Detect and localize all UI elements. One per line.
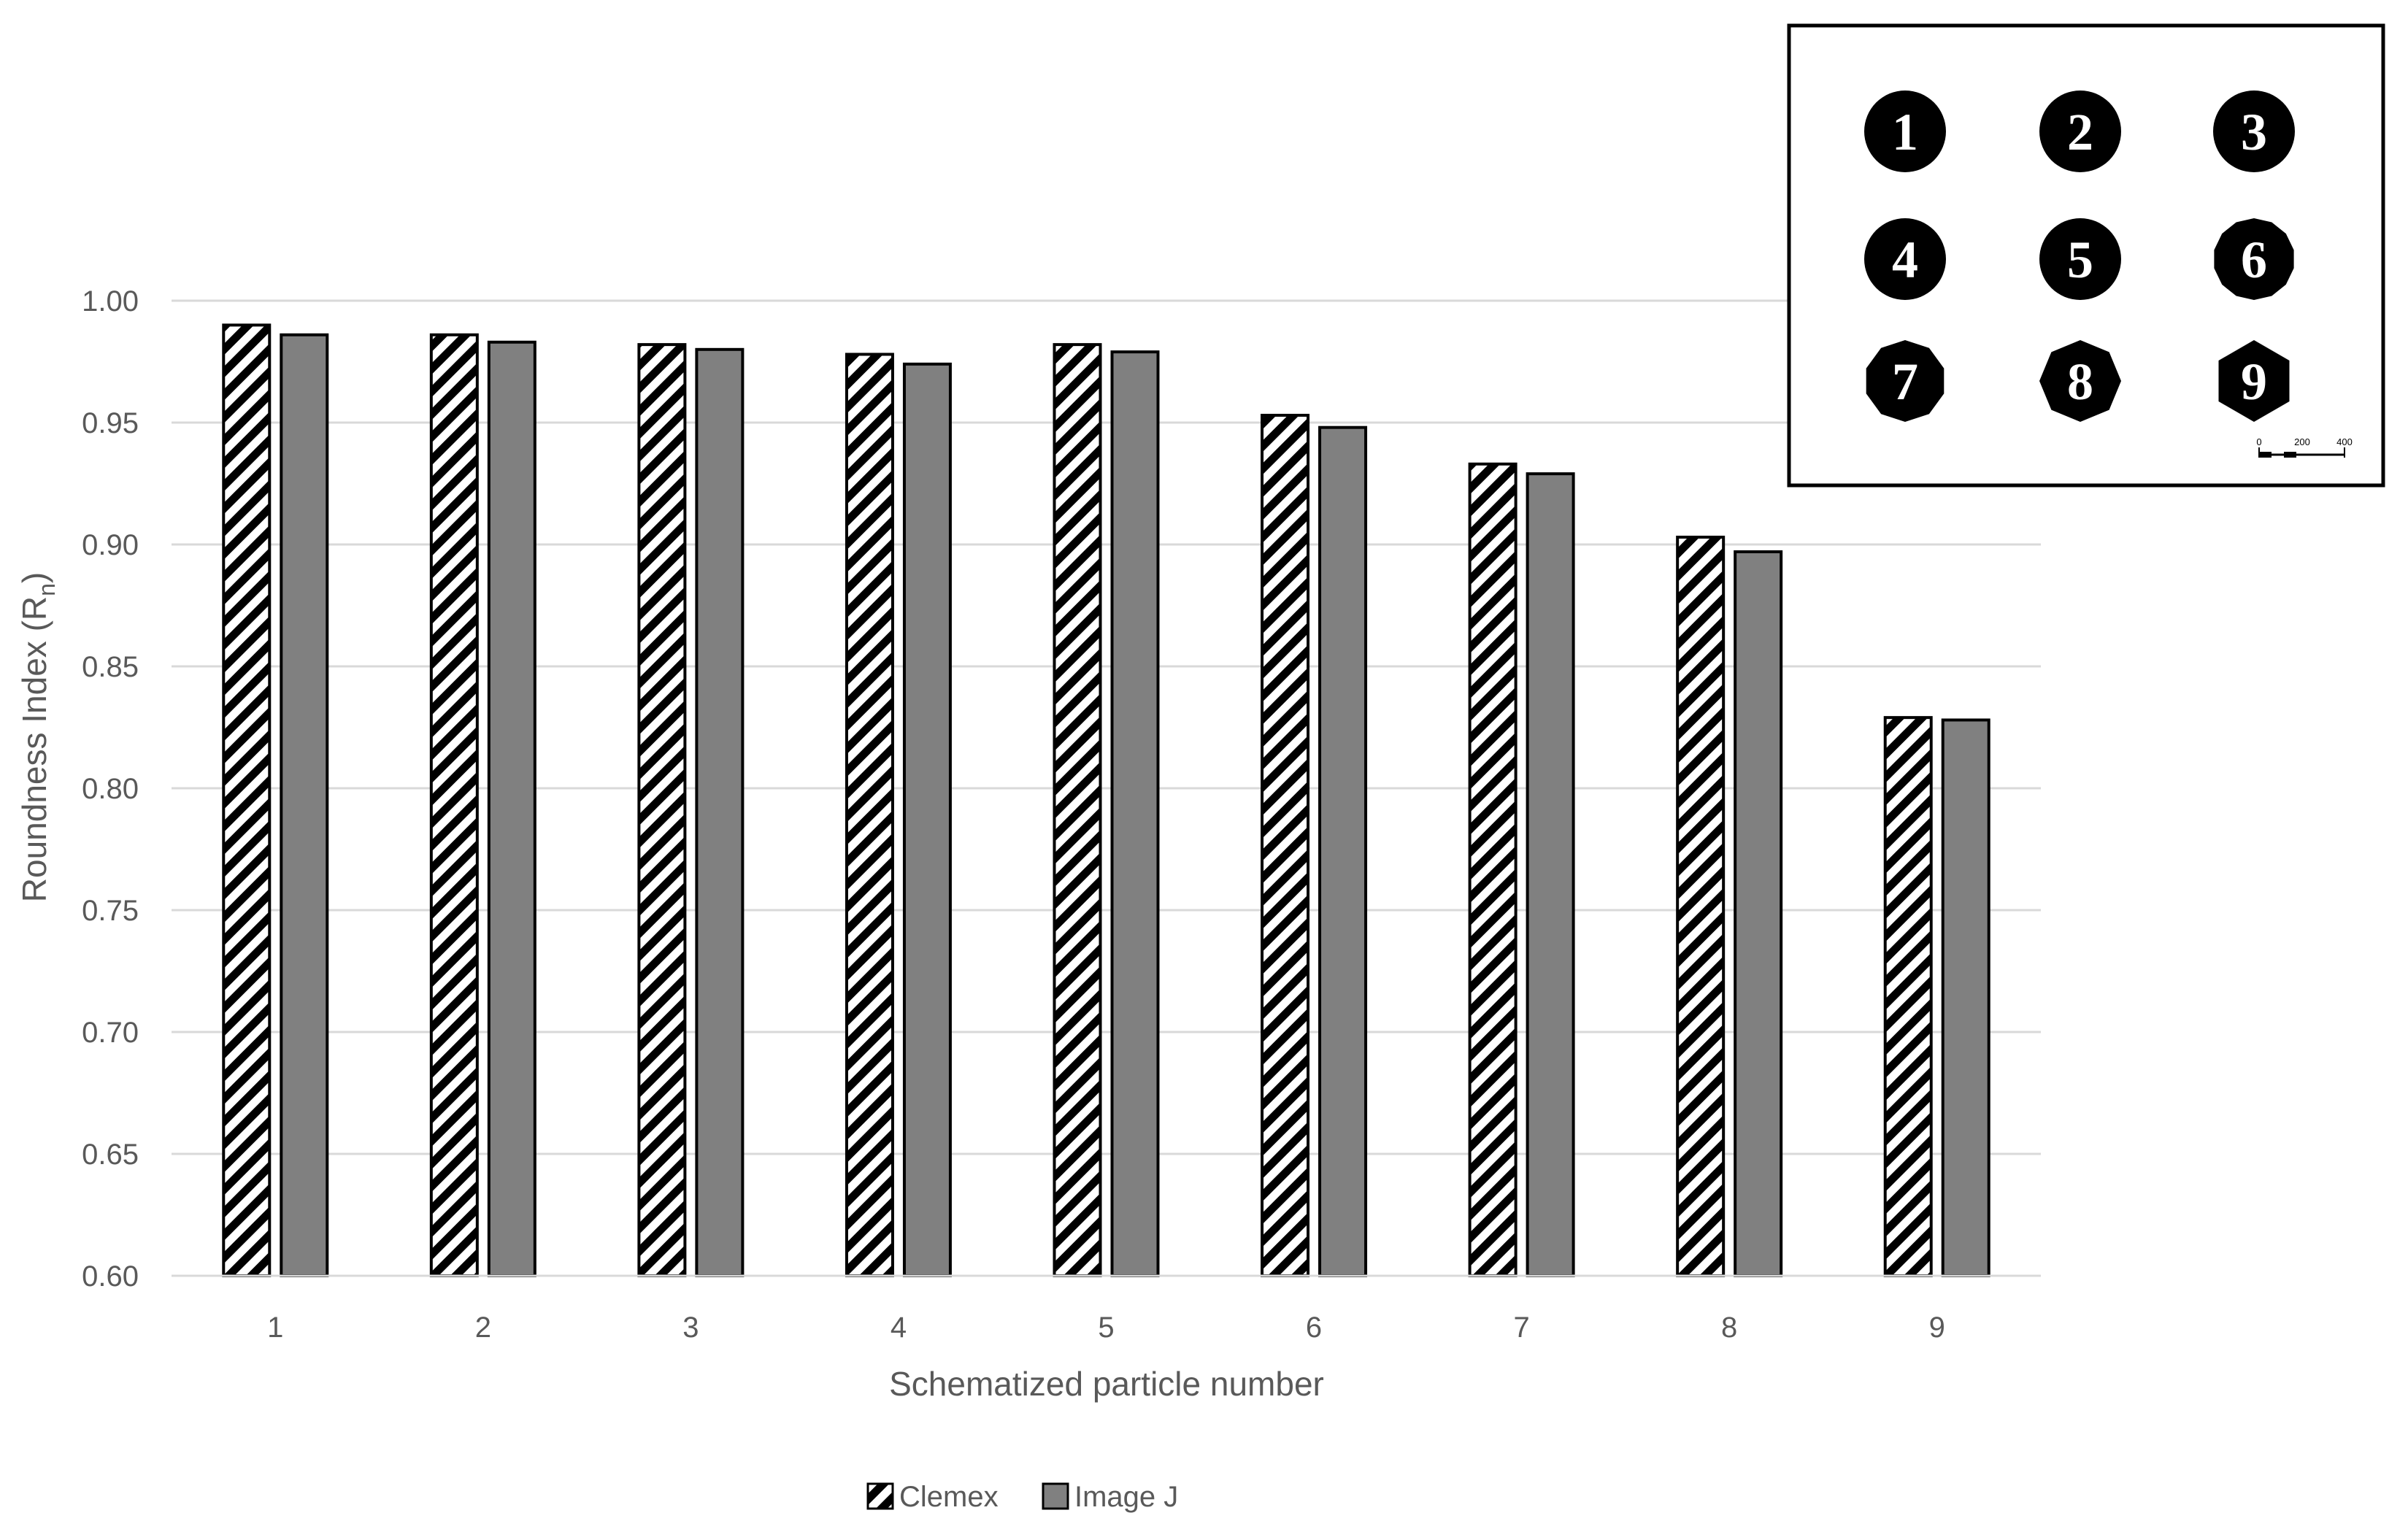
bar-image-j-4 xyxy=(902,362,952,1278)
x-axis-tick-labels: 1 2 3 4 5 6 7 8 9 xyxy=(267,1312,1945,1344)
y-tick-label: 0.60 xyxy=(82,1260,139,1293)
particle-label-3: 3 xyxy=(2241,103,2267,161)
legend: Clemex Image J xyxy=(866,1481,1178,1513)
x-tick-label: 3 xyxy=(682,1312,699,1344)
particle-4 xyxy=(1864,218,1946,300)
scale-bar: 0 200 400 xyxy=(2256,436,2353,458)
bar-clemex-4 xyxy=(845,353,894,1278)
bar-clemex-2 xyxy=(429,333,479,1277)
particle-label-6: 6 xyxy=(2241,231,2267,289)
particle-label-4: 4 xyxy=(1892,231,1918,289)
y-axis-title: Roundness Index (Rn) xyxy=(15,572,60,902)
y-tick-label: 0.80 xyxy=(82,773,139,805)
particle-inset: 1 2 3 4 5 6 7 8 9 0 200 400 xyxy=(1787,23,2385,488)
bar-image-j-7 xyxy=(1526,472,1575,1277)
y-tick-label: 1.00 xyxy=(82,285,139,317)
particle-label-5: 5 xyxy=(2067,231,2093,289)
particle-label-7: 7 xyxy=(1892,353,1918,411)
legend-swatch-clemex xyxy=(866,1482,894,1510)
x-axis-title: Schematized particle number xyxy=(889,1365,1324,1403)
particle-label-8: 8 xyxy=(2067,353,2093,411)
bar-clemex-3 xyxy=(637,343,687,1277)
bars xyxy=(222,323,1990,1278)
y-tick-label: 0.90 xyxy=(82,529,139,561)
x-tick-label: 6 xyxy=(1306,1312,1322,1344)
y-tick-label: 0.95 xyxy=(82,407,139,439)
scale-label-200: 200 xyxy=(2294,436,2310,447)
legend-swatch-image-j xyxy=(1042,1482,1069,1510)
bar-image-j-6 xyxy=(1318,426,1368,1277)
y-tick-label: 0.65 xyxy=(82,1139,139,1171)
x-tick-label: 9 xyxy=(1929,1312,1945,1344)
particle-3 xyxy=(2213,91,2295,172)
particle-shapes: 1 2 3 4 5 6 7 8 9 xyxy=(1864,91,2295,422)
x-tick-label: 5 xyxy=(1098,1312,1114,1344)
bar-clemex-8 xyxy=(1676,535,1726,1277)
particle-label-1: 1 xyxy=(1892,103,1918,161)
particle-label-2: 2 xyxy=(2067,103,2093,161)
x-tick-label: 8 xyxy=(1721,1312,1737,1344)
bar-image-j-5 xyxy=(1110,350,1160,1277)
particle-9 xyxy=(2218,340,2290,422)
scale-label-0: 0 xyxy=(2256,436,2261,447)
legend-label-clemex: Clemex xyxy=(899,1481,999,1513)
scale-label-400: 400 xyxy=(2336,436,2353,447)
legend-label-image-j: Image J xyxy=(1074,1481,1178,1513)
bar-clemex-6 xyxy=(1261,413,1310,1277)
particle-8 xyxy=(2039,340,2121,422)
bar-image-j-3 xyxy=(695,347,745,1277)
x-tick-label: 1 xyxy=(267,1312,283,1344)
particle-7 xyxy=(1866,340,1945,422)
particle-6 xyxy=(2214,218,2294,300)
particle-2 xyxy=(2039,91,2121,172)
x-tick-label: 7 xyxy=(1513,1312,1529,1344)
particle-5 xyxy=(2039,218,2121,300)
bar-clemex-1 xyxy=(222,323,272,1277)
bar-clemex-9 xyxy=(1883,716,1933,1277)
x-tick-label: 2 xyxy=(475,1312,491,1344)
particle-1 xyxy=(1864,91,1946,172)
particle-label-9: 9 xyxy=(2241,353,2267,411)
y-axis-tick-labels: 0.60 0.65 0.70 0.75 0.80 0.85 0.90 0.95 1.00 xyxy=(82,285,139,1293)
bar-clemex-7 xyxy=(1468,462,1517,1277)
y-tick-label: 0.75 xyxy=(82,895,139,927)
bar-image-j-2 xyxy=(487,340,536,1277)
bar-image-j-1 xyxy=(280,333,329,1277)
bar-clemex-5 xyxy=(1053,343,1102,1277)
bar-image-j-9 xyxy=(1941,718,1990,1277)
x-tick-label: 4 xyxy=(891,1312,907,1344)
gridlines xyxy=(172,299,2041,1155)
bar-image-j-8 xyxy=(1734,550,1783,1277)
y-tick-label: 0.85 xyxy=(82,651,139,683)
y-tick-label: 0.70 xyxy=(82,1017,139,1049)
